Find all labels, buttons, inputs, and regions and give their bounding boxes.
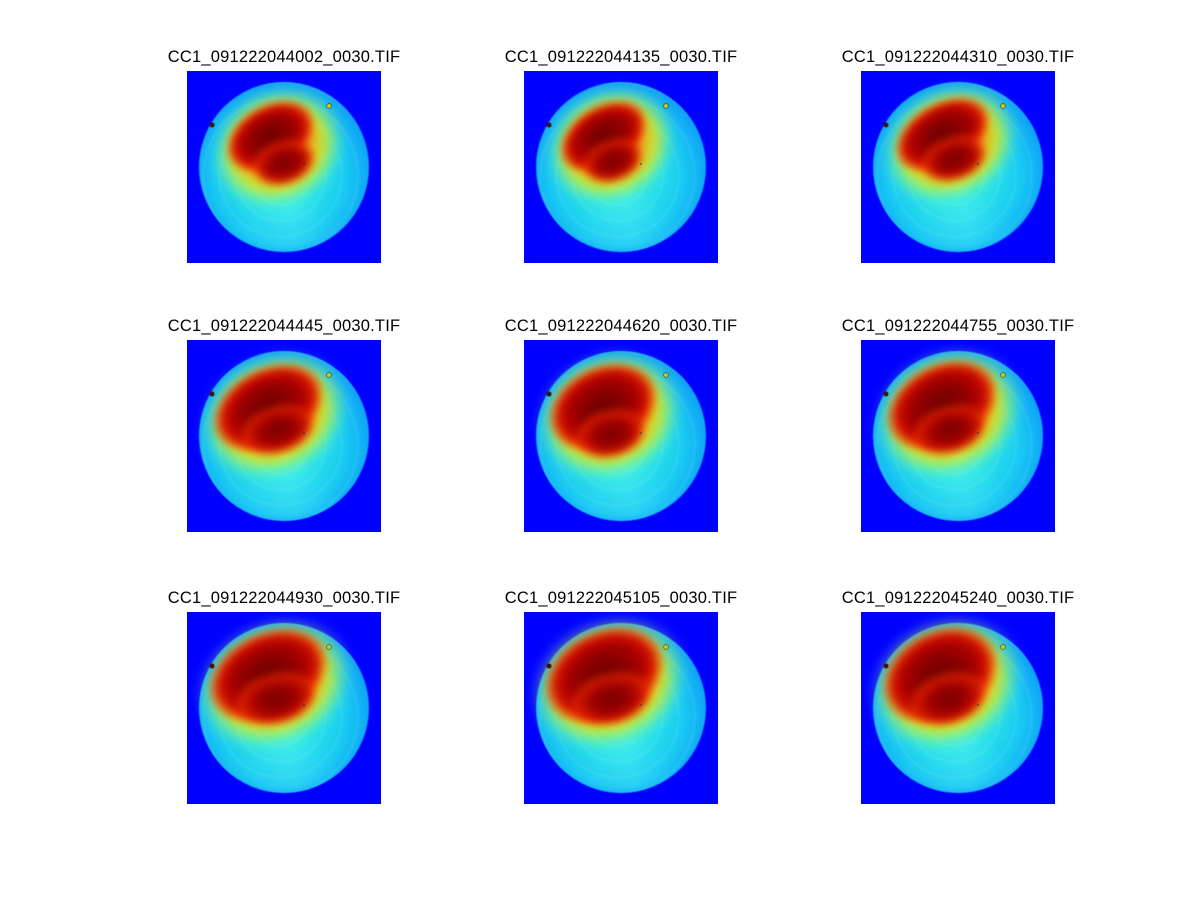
panel-title: CC1_091222044135_0030.TIF (504, 48, 738, 66)
image-panel[interactable]: CC1_091222045105_0030.TIF (505, 588, 737, 804)
dish-image (187, 612, 381, 804)
panel-title: CC1_091222044930_0030.TIF (167, 589, 401, 607)
image-panel[interactable]: CC1_091222044135_0030.TIF (505, 47, 737, 263)
dish-image (861, 71, 1055, 263)
image-speck (640, 432, 643, 435)
image-panel[interactable]: CC1_091222044930_0030.TIF (168, 588, 400, 804)
dish-image (524, 71, 718, 263)
calibration-marker-right-icon (1000, 372, 1005, 377)
image-panel[interactable]: CC1_091222044755_0030.TIF (842, 316, 1074, 532)
panel-title: CC1_091222044755_0030.TIF (841, 317, 1075, 335)
image-panel[interactable]: CC1_091222045240_0030.TIF (842, 588, 1074, 804)
calibration-marker-left-icon (547, 122, 552, 127)
calibration-marker-left-icon (210, 663, 215, 668)
image-panel[interactable]: CC1_091222044002_0030.TIF (168, 47, 400, 263)
image-axes[interactable] (187, 71, 381, 263)
image-speck (303, 704, 306, 707)
image-axes[interactable] (187, 612, 381, 804)
calibration-marker-left-icon (884, 663, 889, 668)
panel-title: CC1_091222044002_0030.TIF (167, 48, 401, 66)
image-panel[interactable]: CC1_091222044445_0030.TIF (168, 316, 400, 532)
calibration-marker-right-icon (326, 372, 331, 377)
panel-title: CC1_091222044310_0030.TIF (841, 48, 1075, 66)
image-speck (977, 163, 980, 166)
image-speck (977, 432, 980, 435)
image-panel[interactable]: CC1_091222044620_0030.TIF (505, 316, 737, 532)
calibration-marker-left-icon (210, 391, 215, 396)
dish-image (187, 71, 381, 263)
panel-title: CC1_091222045105_0030.TIF (504, 589, 738, 607)
panel-title: CC1_091222044620_0030.TIF (504, 317, 738, 335)
calibration-marker-left-icon (884, 122, 889, 127)
image-speck (977, 704, 980, 707)
image-axes[interactable] (524, 71, 718, 263)
calibration-marker-left-icon (884, 391, 889, 396)
dish-image (524, 340, 718, 532)
dish-image (861, 340, 1055, 532)
calibration-marker-right-icon (326, 103, 331, 108)
image-axes[interactable] (861, 340, 1055, 532)
calibration-marker-right-icon (663, 103, 668, 108)
dish-image (861, 612, 1055, 804)
calibration-marker-right-icon (1000, 644, 1005, 649)
image-axes[interactable] (861, 612, 1055, 804)
image-panel[interactable]: CC1_091222044310_0030.TIF (842, 47, 1074, 263)
image-speck (640, 704, 643, 707)
calibration-marker-right-icon (1000, 103, 1005, 108)
dish-image (524, 612, 718, 804)
calibration-marker-left-icon (547, 663, 552, 668)
image-axes[interactable] (524, 340, 718, 532)
dish-image (187, 340, 381, 532)
image-speck (640, 163, 643, 166)
calibration-marker-left-icon (547, 391, 552, 396)
panel-title: CC1_091222044445_0030.TIF (167, 317, 401, 335)
calibration-marker-left-icon (210, 122, 215, 127)
image-speck (303, 163, 306, 166)
image-axes[interactable] (861, 71, 1055, 263)
calibration-marker-right-icon (663, 644, 668, 649)
image-axes[interactable] (187, 340, 381, 532)
image-speck (303, 432, 306, 435)
panel-title: CC1_091222045240_0030.TIF (841, 589, 1075, 607)
calibration-marker-right-icon (663, 372, 668, 377)
calibration-marker-right-icon (326, 644, 331, 649)
image-axes[interactable] (524, 612, 718, 804)
